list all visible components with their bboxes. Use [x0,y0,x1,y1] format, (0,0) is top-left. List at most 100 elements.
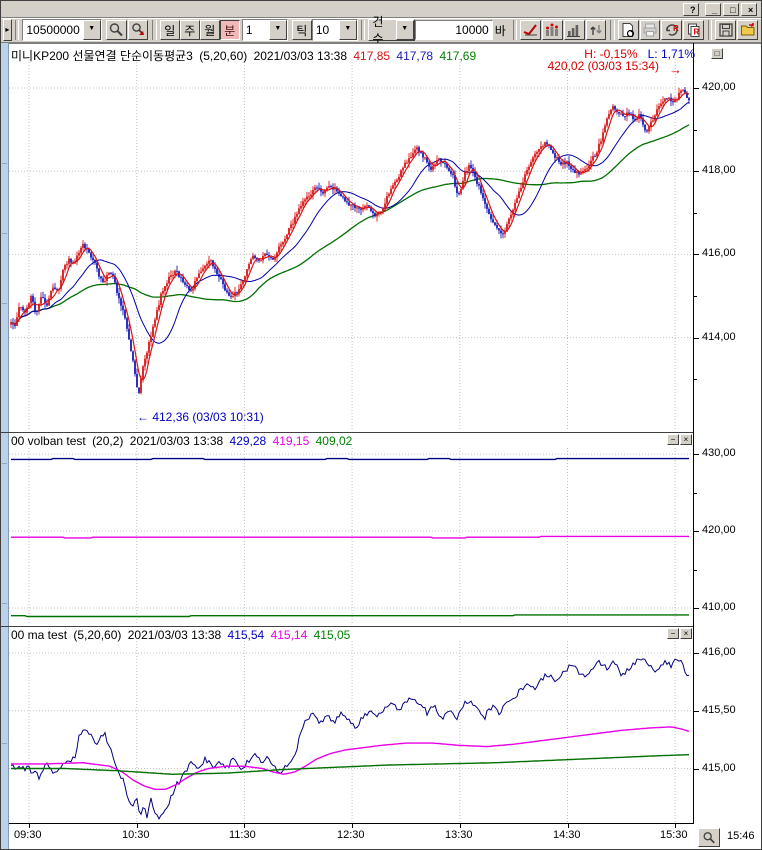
candle-body [126,318,128,329]
y-axis-minor-tick [693,493,697,494]
main-candlestick-chart[interactable] [9,59,693,433]
minute-interval-combo[interactable]: 1 ▼ [241,19,288,41]
main-panel-restore-button[interactable]: □ [711,48,723,59]
search-back-icon [132,23,144,35]
time-axis-tick [352,824,353,828]
period-day-button[interactable]: 일 [159,20,180,40]
save-button[interactable] [715,20,737,40]
ma-minimize-button[interactable]: − [667,628,679,639]
tick-button[interactable]: 틱 [291,20,312,40]
sort-arrows-button[interactable] [585,20,607,40]
volban-panel-header: 00 volban test (20,2) 2021/03/03 13:38 4… [11,434,355,448]
candle-body [202,268,204,272]
period-month-button[interactable]: 월 [199,20,220,40]
candle-body [608,114,610,119]
candle-body [194,281,196,289]
time-axis-tick [568,824,569,828]
candle-body [606,118,608,126]
open-chart-button[interactable] [737,20,758,40]
candle-body [250,259,252,265]
signal-chart-button[interactable] [542,20,563,40]
time-axis-label: 13:30 [445,829,473,841]
candle-body [110,272,112,274]
candle-body [354,205,356,209]
toolbar-expand-button[interactable]: ▸ [3,19,12,41]
candle-body [680,90,682,93]
search-back-button[interactable] [127,20,149,40]
time-axis-tick [675,824,676,828]
volban-band-chart[interactable] [9,448,693,625]
panel-separator[interactable] [1,432,693,433]
candle-body [210,260,212,262]
y-axis-tick [693,653,699,654]
left-splitter-strip[interactable] [1,43,9,849]
candle-body [496,225,498,229]
chevron-down-icon[interactable]: ▼ [268,20,287,40]
help-button[interactable]: ? [683,3,699,16]
candle-body [200,271,202,274]
toolbar-separator [152,20,157,40]
candle-body [512,209,514,215]
candle-body [308,196,310,198]
candle-body [286,234,288,239]
candle-body [222,279,224,285]
bar-count-input[interactable] [414,20,493,40]
candle-body [344,197,346,202]
candle-body [528,166,530,170]
period-minute-button[interactable]: 분 [219,20,240,40]
trendline-tool-button[interactable] [520,20,542,40]
candle-body [54,287,56,290]
candle-body [124,310,126,319]
count-mode-combo[interactable]: 건수 ▼ [368,15,415,46]
chevron-down-icon[interactable]: ▼ [82,20,101,40]
copy-r-button[interactable]: R [683,20,704,40]
chevron-down-icon[interactable]: ▼ [395,20,414,40]
candle-body [470,165,472,169]
candle-body [84,243,86,249]
volban-upper-value: 429,28 [229,434,267,448]
candle-body [560,161,562,165]
panel-separator[interactable] [1,626,693,627]
ma-mid-value: 415,14 [270,628,308,642]
bar-chart-icon [567,25,581,37]
low-price-annotation: ← 412,36 (03/03 10:31) [137,410,264,424]
volban-middle-value: 419,15 [272,434,310,448]
close-button[interactable]: × [741,3,757,16]
candle-body [492,219,494,223]
bar-chart-button[interactable] [563,20,585,40]
refresh-r-button[interactable]: R [661,20,683,40]
candle-body [264,253,266,257]
time-zoom-button[interactable] [698,828,720,847]
candle-body [312,190,314,195]
chevron-down-icon[interactable]: ▼ [338,20,357,40]
copy-r-icon: R [687,23,700,37]
candle-body [320,188,322,192]
volban-minimize-button[interactable]: − [667,434,679,445]
candle-body [406,162,408,164]
print-button[interactable] [639,20,661,40]
new-chart-button[interactable] [617,20,639,40]
ma-close-button[interactable]: × [680,628,692,639]
candle-body [604,125,606,133]
main-ma60-value: 417,69 [439,49,477,63]
candle-body [518,191,520,199]
candle-body [246,269,248,277]
candle-body [130,339,132,352]
candle-body [510,214,512,219]
ma-line-chart[interactable] [9,641,693,823]
volban-close-button[interactable]: × [680,434,692,445]
candle-body [96,262,98,269]
candle-body [370,206,372,212]
tick-count-combo[interactable]: 10 ▼ [311,19,358,41]
candle-body [400,170,402,177]
candle-body [22,307,24,311]
candle-body [586,168,588,170]
search-button[interactable] [105,20,127,40]
symbol-code-combo[interactable]: 10500000 ▼ [22,19,102,41]
minimize-button[interactable]: _ [705,3,721,16]
period-week-button[interactable]: 주 [179,20,200,40]
maximize-button[interactable]: □ [723,3,739,16]
candle-body [456,186,458,194]
candle-body [20,307,22,309]
candle-body [186,284,188,286]
